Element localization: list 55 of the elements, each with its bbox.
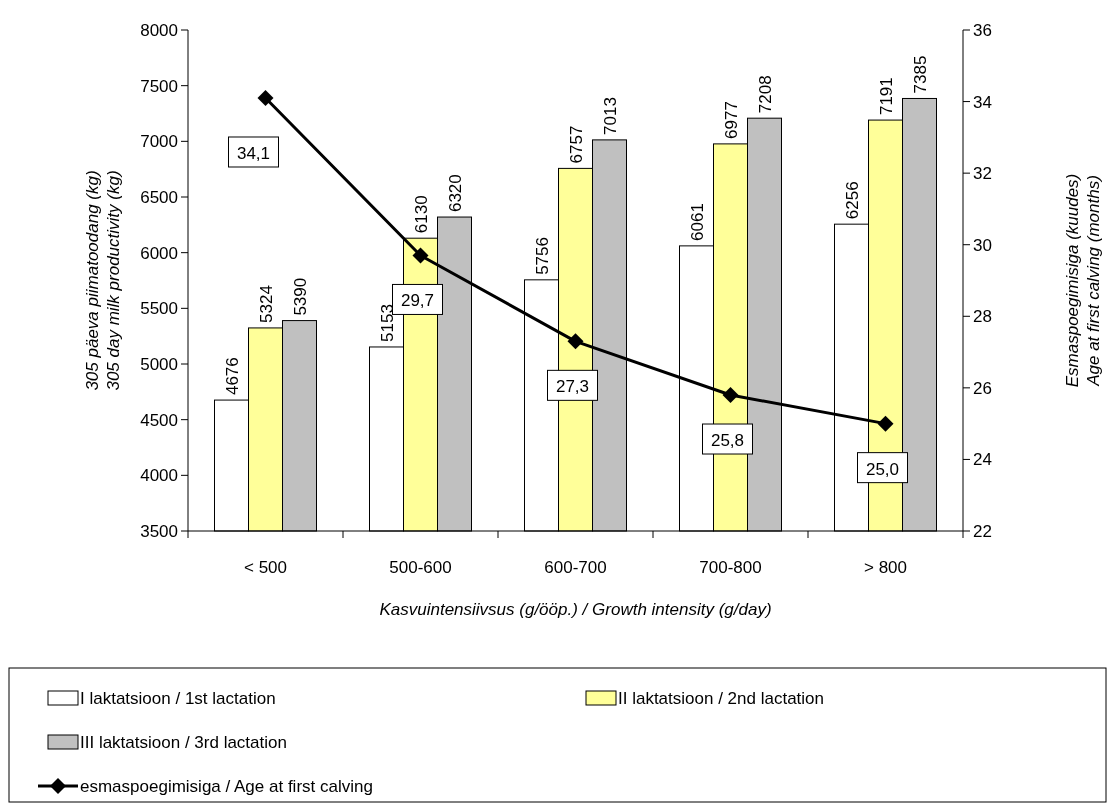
y-axis-title: 305 päeva piimatoodang (kg) 305 day milk productivity (kg) (83, 170, 123, 391)
legend-label: I laktatsioon / 1st lactation (80, 689, 276, 708)
data-label: 7191 (876, 77, 896, 116)
point (257, 89, 274, 106)
y-tick-label: 4000 (140, 466, 178, 486)
data-label: 6977 (721, 101, 741, 139)
y2-tick-label: 26 (973, 378, 992, 398)
point (877, 415, 894, 432)
legend-label: III laktatsioon / 3rd lactation (80, 733, 287, 752)
x-tick-label: < 500 (243, 558, 288, 577)
data-label: 5324 (256, 285, 276, 323)
y2-tick-label: 34 (973, 92, 992, 112)
y2-tick-label: 32 (973, 164, 992, 184)
data-label: 27,3 (555, 377, 590, 397)
y-tick-label: 6500 (140, 188, 178, 207)
x-tick-label: 700-800 (699, 558, 762, 577)
y2-tick-label: 22 (973, 522, 992, 541)
point (412, 247, 429, 264)
x-tick-label: > 800 (863, 558, 908, 577)
data-label: 29,7 (400, 291, 435, 311)
point (722, 387, 739, 404)
data-label: 34,1 (236, 143, 271, 163)
data-label: 7013 (600, 97, 620, 135)
data-label: 6757 (566, 125, 586, 164)
data-label: 6130 (411, 195, 431, 234)
data-label: 6061 (687, 203, 707, 241)
data-label: 6320 (445, 174, 465, 213)
x-tick-label: 600-700 (544, 558, 607, 577)
y2-tick-label: 28 (973, 307, 992, 327)
y-tick-label: 7000 (140, 132, 178, 152)
y-tick-label: 6000 (140, 243, 178, 263)
data-label: 6256 (842, 181, 862, 220)
y2-tick-label: 24 (973, 450, 992, 470)
y2-tick-label: 36 (973, 21, 992, 40)
point (567, 333, 584, 350)
data-label: 25,0 (865, 459, 900, 479)
data-label: 5390 (290, 277, 310, 316)
y-tick-label: 5500 (140, 299, 178, 319)
data-label: 5756 (532, 237, 552, 275)
legend-label: II laktatsioon / 2nd lactation (618, 689, 825, 708)
data-label: 7208 (755, 75, 775, 114)
y-tick-label: 7500 (140, 76, 178, 96)
legend-label: esmaspoegimisiga / Age at first calving (80, 777, 373, 796)
data-label: 5153 (377, 304, 397, 342)
y-tick-label: 5000 (140, 355, 178, 374)
y2-axis-title: Esmaspoegimisiga (kuudes) Age at first calving (months) (1063, 173, 1103, 388)
y-tick-label: 4500 (140, 410, 178, 430)
y-tick-label: 3500 (140, 522, 178, 541)
data-label: 7385 (910, 55, 930, 94)
data-label: 25,8 (710, 431, 745, 451)
data-label: 4676 (222, 357, 242, 396)
y-tick-label: 8000 (140, 21, 178, 40)
y2-tick-label: 30 (973, 235, 992, 255)
x-axis-title: Kasvuintensiivsus (g/ööp.) / Growth intensity (g/day) (379, 600, 772, 619)
x-tick-label: 500-600 (389, 558, 452, 577)
